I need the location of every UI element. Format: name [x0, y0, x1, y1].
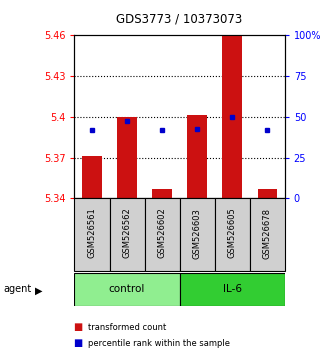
- Text: ■: ■: [73, 322, 82, 332]
- Text: GSM526562: GSM526562: [122, 208, 131, 258]
- Text: GSM526605: GSM526605: [228, 208, 237, 258]
- Text: ▶: ▶: [35, 286, 42, 296]
- Text: GSM526603: GSM526603: [193, 208, 202, 258]
- Text: GDS3773 / 10373073: GDS3773 / 10373073: [117, 13, 243, 26]
- Bar: [179, 198, 214, 271]
- Bar: [214, 198, 250, 271]
- Bar: [152, 189, 172, 198]
- Text: percentile rank within the sample: percentile rank within the sample: [88, 339, 230, 348]
- Bar: [258, 189, 277, 198]
- Bar: [118, 117, 137, 198]
- Text: ■: ■: [73, 338, 82, 348]
- Bar: [74, 273, 179, 306]
- Text: GSM526678: GSM526678: [262, 207, 272, 258]
- Bar: [145, 198, 179, 271]
- Bar: [187, 115, 207, 198]
- Bar: [222, 35, 242, 198]
- Text: GSM526602: GSM526602: [158, 208, 166, 258]
- Bar: [74, 198, 110, 271]
- Bar: [250, 198, 285, 271]
- Text: GSM526561: GSM526561: [87, 208, 97, 258]
- Bar: [110, 198, 145, 271]
- Bar: [82, 156, 102, 198]
- Text: transformed count: transformed count: [88, 323, 166, 332]
- Text: IL-6: IL-6: [223, 284, 242, 295]
- Bar: [179, 273, 285, 306]
- Text: control: control: [109, 284, 145, 295]
- Text: agent: agent: [3, 284, 31, 295]
